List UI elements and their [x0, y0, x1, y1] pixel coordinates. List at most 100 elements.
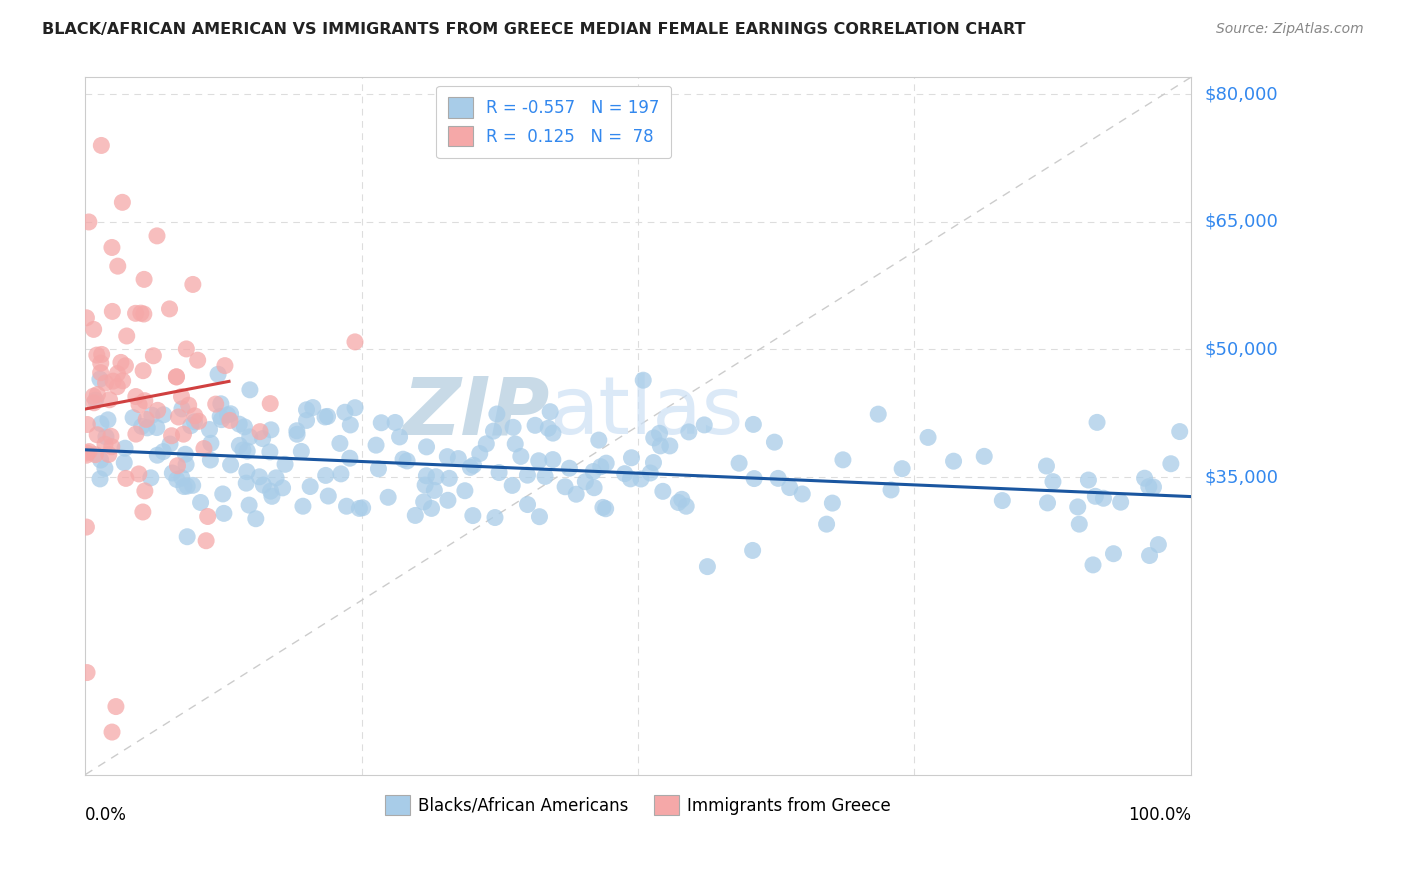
Point [181, 277, 204, 292]
Point [370, 416, 392, 430]
Point [198, 423, 221, 437]
Point [1077, 473, 1099, 487]
Point [437, 493, 460, 508]
Point [316, 489, 339, 503]
Point [187, 414, 209, 428]
Point [349, 501, 371, 516]
Point [89, 372, 111, 386]
Point [741, 543, 763, 558]
Point [129, 306, 152, 320]
Text: $35,000: $35,000 [1205, 468, 1278, 486]
Point [134, 393, 156, 408]
Point [97, 447, 120, 461]
Point [181, 478, 204, 492]
Point [335, 500, 357, 514]
Point [763, 435, 786, 450]
Point [412, 495, 434, 509]
Point [643, 431, 665, 445]
Point [415, 468, 437, 483]
Point [384, 416, 406, 430]
Point [880, 483, 903, 497]
Point [558, 461, 581, 475]
Point [650, 439, 672, 453]
Point [146, 420, 169, 434]
Point [235, 476, 257, 491]
Point [643, 456, 665, 470]
Point [792, 487, 814, 501]
Point [301, 401, 323, 415]
Point [86, 387, 108, 401]
Point [516, 468, 538, 483]
Point [128, 398, 150, 412]
Point [742, 417, 765, 432]
Point [90, 138, 112, 153]
Point [111, 374, 134, 388]
Point [97, 413, 120, 427]
Point [565, 487, 588, 501]
Point [132, 364, 155, 378]
Point [766, 471, 789, 485]
Point [344, 401, 367, 415]
Point [114, 441, 136, 455]
Point [107, 259, 129, 273]
Point [232, 442, 254, 457]
Point [249, 470, 271, 484]
Point [77, 444, 100, 458]
Point [436, 450, 458, 464]
Point [439, 471, 461, 485]
Point [204, 397, 226, 411]
Point [454, 483, 477, 498]
Point [1109, 495, 1132, 509]
Point [176, 342, 198, 356]
Point [197, 509, 219, 524]
Point [482, 424, 505, 438]
Point [613, 467, 636, 481]
Point [821, 496, 844, 510]
Point [271, 481, 294, 495]
Point [1168, 425, 1191, 439]
Text: atlas: atlas [550, 373, 744, 451]
Point [461, 508, 484, 523]
Point [165, 369, 187, 384]
Point [82, 389, 104, 403]
Point [101, 374, 124, 388]
Point [86, 427, 108, 442]
Point [219, 407, 242, 421]
Point [619, 472, 641, 486]
Point [815, 517, 838, 532]
Point [630, 472, 652, 486]
Point [84, 393, 107, 408]
Point [94, 376, 117, 390]
Point [236, 444, 259, 458]
Point [170, 390, 193, 404]
Point [249, 425, 271, 439]
Point [239, 430, 262, 444]
Point [195, 533, 218, 548]
Point [209, 409, 232, 424]
Text: $65,000: $65,000 [1205, 213, 1278, 231]
Point [779, 481, 801, 495]
Text: 100.0%: 100.0% [1128, 806, 1191, 824]
Point [98, 392, 121, 407]
Point [125, 427, 148, 442]
Point [640, 466, 662, 480]
Point [107, 367, 129, 381]
Point [678, 425, 700, 439]
Point [658, 439, 681, 453]
Point [339, 417, 361, 432]
Point [447, 451, 470, 466]
Point [329, 436, 352, 450]
Point [101, 240, 124, 254]
Point [423, 483, 446, 498]
Point [648, 426, 671, 441]
Point [1069, 517, 1091, 532]
Point [162, 466, 184, 480]
Point [1147, 538, 1170, 552]
Point [160, 428, 183, 442]
Point [259, 484, 281, 499]
Point [260, 423, 283, 437]
Point [524, 418, 547, 433]
Point [582, 465, 605, 479]
Point [76, 665, 98, 680]
Text: Source: ZipAtlas.com: Source: ZipAtlas.com [1216, 22, 1364, 37]
